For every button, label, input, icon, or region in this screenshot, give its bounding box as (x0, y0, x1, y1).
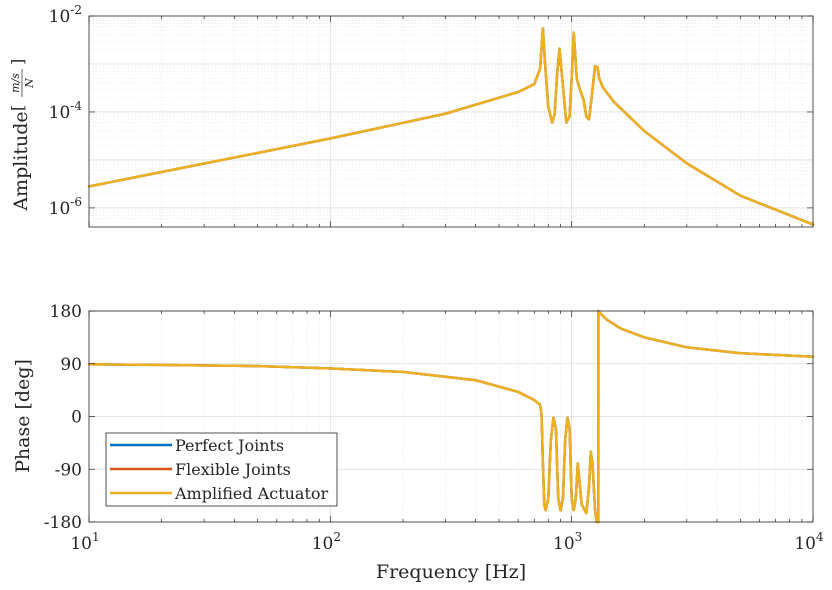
magnitude-y-tick-label: 10-2 (49, 3, 82, 27)
magnitude-series-amplified-actuator (87, 27, 815, 226)
magnitude-y-label-text: Amplitude (10, 111, 32, 211)
phase-x-tick-label: 102 (312, 530, 341, 554)
magnitude-lines (87, 27, 815, 226)
legend-label-amplified-actuator: Amplified Actuator (174, 484, 329, 503)
phase-series-amplified-actuator (87, 309, 815, 524)
phase-y-tick-label: 0 (71, 408, 82, 428)
phase-y-tick-label: -180 (44, 513, 82, 533)
phase-x-ticks: 101 102 103 104 (70, 311, 824, 554)
phase-y-tick-label: -90 (55, 460, 82, 480)
legend: Perfect Joints Flexible Joints Amplified… (105, 432, 338, 507)
legend-label-flexible-joints: Flexible Joints (175, 460, 291, 479)
magnitude-axes-frame (88, 15, 814, 228)
phase-x-tick-label: 101 (70, 530, 99, 554)
phase-y-ticks: 180 90 0 -90 -180 (44, 302, 813, 533)
phase-panel: 180 90 0 -90 -180 101 102 103 104 Phase [deg] F… (12, 302, 824, 583)
magnitude-y-label-bracket-open: [ (8, 105, 27, 111)
phase-x-tick-label: 103 (553, 530, 582, 554)
legend-label-perfect-joints: Perfect Joints (175, 436, 284, 455)
magnitude-y-label-unit-num: m/s (9, 73, 22, 93)
magnitude-y-ticks: 10-6 10-4 10-2 (49, 3, 814, 227)
magnitude-y-tick-label: 10-4 (49, 99, 83, 123)
magnitude-panel: 10-6 10-4 10-2 Amplitude [ m/s N ] (8, 3, 815, 228)
phase-x-label: Frequency [Hz] (376, 561, 526, 583)
phase-y-tick-label: 180 (50, 302, 82, 322)
magnitude-grid (89, 16, 813, 227)
magnitude-y-label: Amplitude [ m/s N ] (8, 59, 36, 212)
magnitude-axes-background (89, 16, 813, 227)
phase-x-tick-label: 104 (794, 530, 824, 554)
phase-lines (87, 309, 815, 524)
phase-y-label: Phase [deg] (12, 359, 34, 473)
magnitude-y-label-bracket-close: ] (8, 59, 27, 65)
magnitude-y-label-unit-den: N (23, 78, 36, 89)
phase-y-tick-label: 90 (60, 355, 82, 375)
magnitude-y-tick-label: 10-6 (49, 195, 82, 219)
